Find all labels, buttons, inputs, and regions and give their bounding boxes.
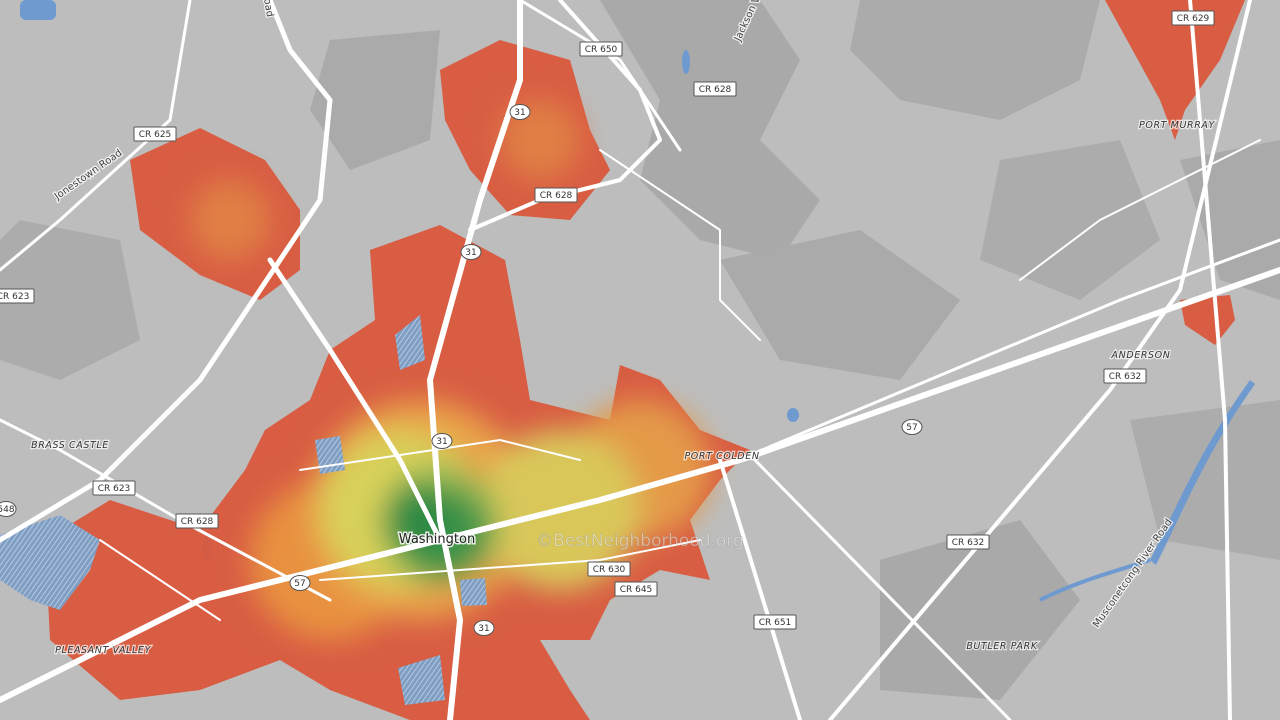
road-shield: CR 623	[92, 480, 136, 496]
road	[468, 0, 662, 232]
shield-bg	[289, 575, 311, 591]
shield-bg	[133, 126, 177, 142]
shield-bg	[0, 288, 35, 304]
shield-label: CR 629	[1177, 14, 1210, 24]
road-shield: 31	[460, 244, 482, 260]
shield-label: 31	[465, 248, 476, 258]
shield-bg	[579, 41, 623, 57]
shield-label: CR 650	[585, 45, 618, 55]
road	[0, 267, 1280, 703]
shield-bg	[460, 244, 482, 260]
road	[718, 458, 802, 720]
shield-bg	[614, 581, 658, 597]
terrain	[0, 0, 1280, 700]
road	[599, 149, 761, 341]
shield-bg	[473, 620, 495, 636]
shield-bg	[0, 501, 17, 517]
road	[0, 0, 192, 272]
road-shield: CR 628	[693, 81, 737, 97]
shield-bg	[1171, 10, 1215, 26]
shield-bg	[693, 81, 737, 97]
road-shield: CR 651	[753, 614, 797, 630]
road-shield: CR 645	[614, 581, 658, 597]
shield-label: CR 623	[0, 292, 29, 302]
road	[1188, 0, 1232, 720]
road-shield: CR 623	[0, 288, 35, 304]
road	[828, 0, 1252, 720]
road	[99, 539, 221, 621]
road	[748, 238, 1280, 457]
road-shield: 31	[473, 620, 495, 636]
watermark: ©BestNeighborhood.org	[536, 531, 744, 551]
road-shield: CR 632	[946, 534, 990, 550]
road	[319, 539, 701, 581]
road-shield: CR 628	[534, 187, 578, 203]
road-shield: CR 625	[133, 126, 177, 142]
shield-label: CR 628	[181, 517, 214, 527]
road	[0, 0, 333, 543]
road	[518, 0, 682, 152]
road	[267, 257, 443, 543]
heat-area	[1105, 0, 1245, 140]
road-shield: 57	[289, 575, 311, 591]
road-label: Road	[260, 0, 275, 18]
place-label: BUTLER PARK	[966, 641, 1038, 652]
shield-bg	[753, 614, 797, 630]
town-label: Washington	[399, 532, 475, 547]
place-label: ANDERSON	[1111, 350, 1171, 361]
shield-bg	[534, 187, 578, 203]
shield-label: 31	[478, 624, 489, 634]
shield-label: 548	[0, 505, 15, 515]
road	[427, 0, 523, 720]
place-label: BRASS CASTLE	[31, 440, 109, 451]
place-label: PORT MURRAY	[1139, 120, 1215, 131]
road-shield: 57	[901, 419, 923, 435]
shield-label: CR 651	[759, 618, 792, 628]
shield-bg	[92, 480, 136, 496]
shield-bg	[901, 419, 923, 435]
road	[299, 439, 581, 471]
hatched-areas	[0, 315, 487, 705]
shield-bg	[509, 104, 531, 120]
place-label: PORT COLDEN	[684, 451, 759, 462]
shield-label: CR 623	[98, 484, 131, 494]
road-shield: CR 630	[587, 561, 631, 577]
road-shield: 31	[509, 104, 531, 120]
shield-label: 31	[514, 108, 525, 118]
road	[1019, 139, 1261, 281]
road-shield: CR 632	[1103, 368, 1147, 384]
shield-bg	[431, 433, 453, 449]
road-shield: CR 628	[175, 513, 219, 529]
shield-bg	[1103, 368, 1147, 384]
road-shield: CR 650	[579, 41, 623, 57]
shield-label: CR 628	[540, 191, 573, 201]
shield-label: 57	[294, 579, 305, 589]
shield-label: CR 645	[620, 585, 653, 595]
road-shield: 548	[0, 501, 17, 517]
shield-bg	[587, 561, 631, 577]
shield-label: CR 632	[1109, 372, 1142, 382]
place-label: PLEASANT VALLEY	[55, 645, 151, 656]
heat-spot	[190, 180, 270, 260]
road-shield: CR 629	[1171, 10, 1215, 26]
shield-label: CR 630	[593, 565, 626, 575]
heat-area	[1180, 295, 1235, 345]
road-shield: 31	[431, 433, 453, 449]
shield-label: CR 632	[952, 538, 985, 548]
shield-label: 31	[436, 437, 447, 447]
shield-label: 57	[906, 423, 917, 433]
shield-bg	[175, 513, 219, 529]
shield-bg	[946, 534, 990, 550]
shield-label: CR 625	[139, 130, 172, 140]
shield-label: CR 628	[699, 85, 732, 95]
road	[748, 453, 1012, 720]
